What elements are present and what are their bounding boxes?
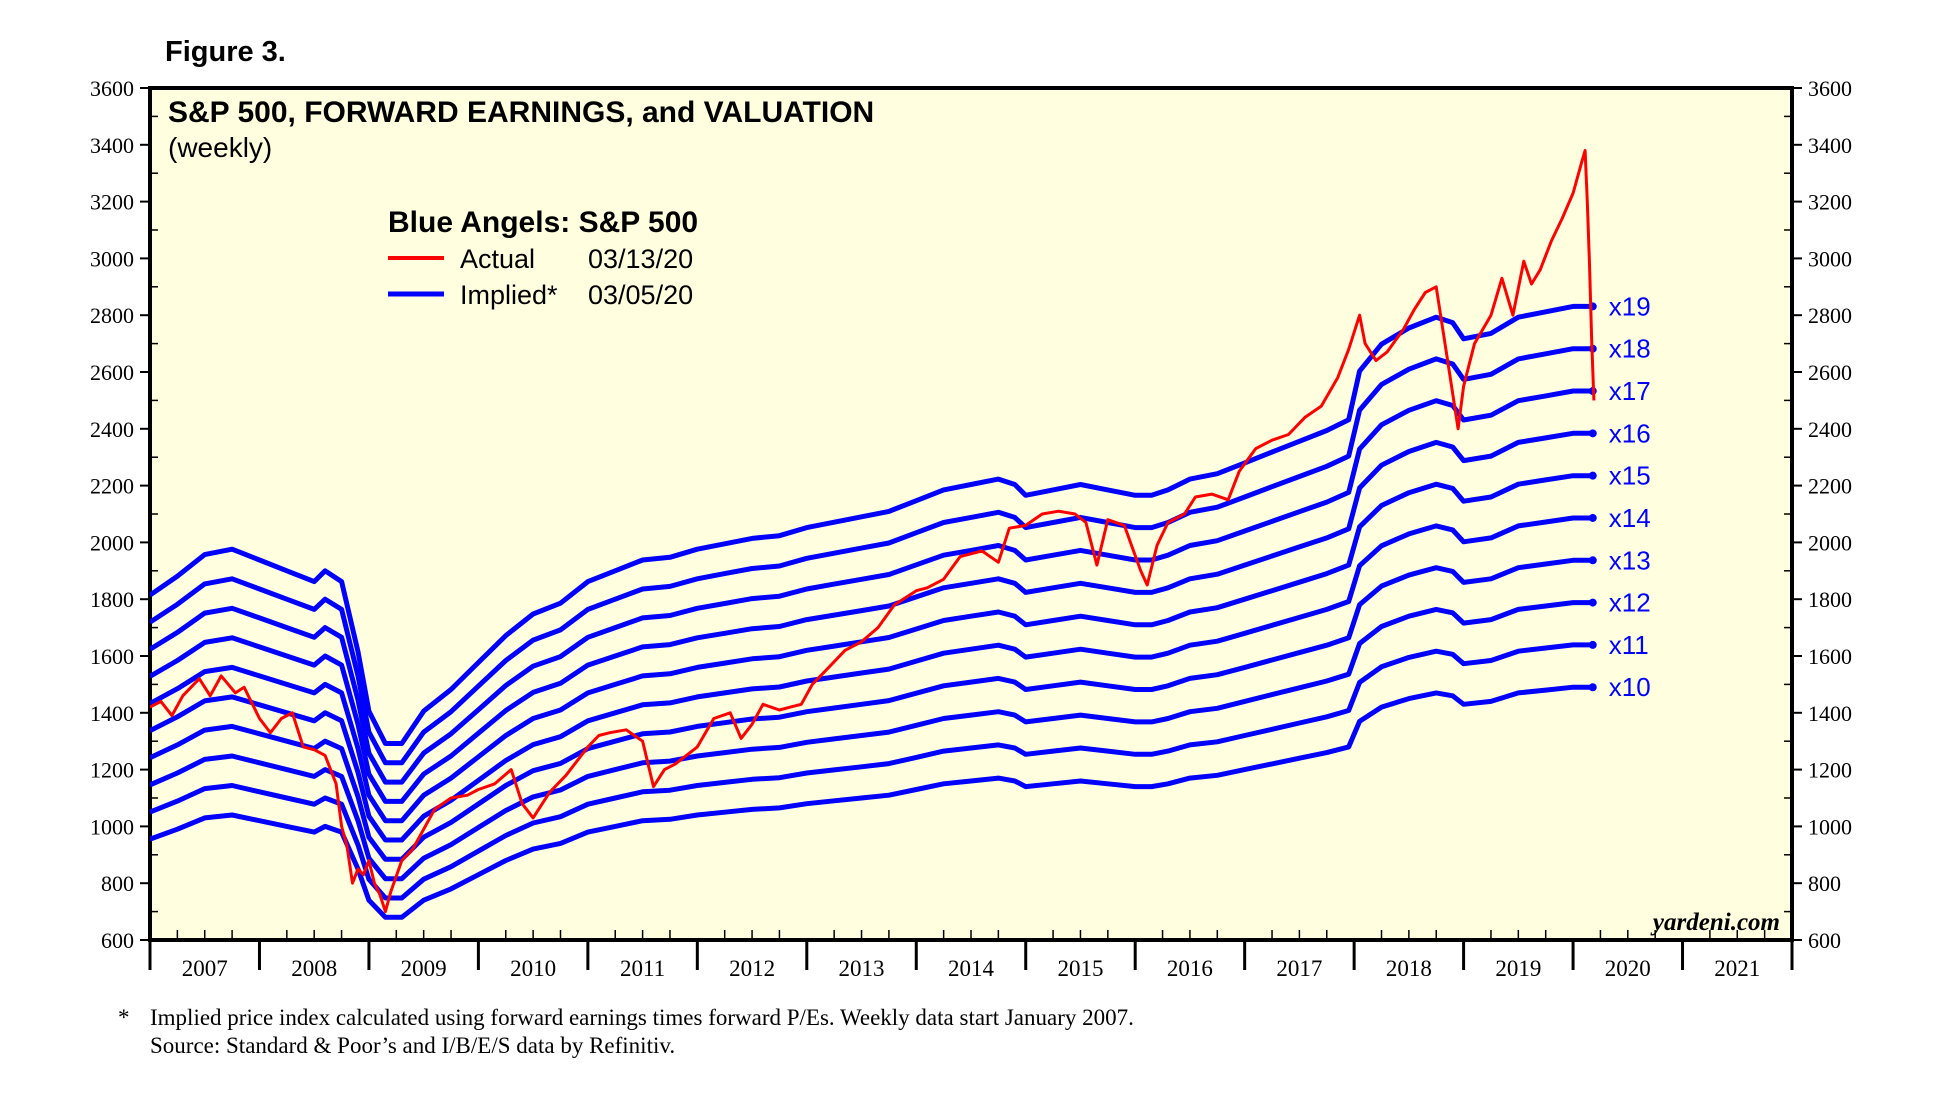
x-year-label: 2015	[1057, 956, 1103, 981]
legend-title: Blue Angels: S&P 500	[388, 206, 698, 239]
multiple-label: x17	[1609, 376, 1651, 406]
y-tick-label-right: 2200	[1808, 474, 1852, 499]
y-tick-label-right: 2000	[1808, 530, 1852, 555]
multiple-label: x13	[1609, 545, 1651, 575]
x-year-label: 2008	[291, 956, 337, 981]
y-tick-label-right: 1200	[1808, 758, 1852, 783]
y-tick-label-right: 3000	[1808, 246, 1852, 271]
multiple-label: x19	[1609, 291, 1651, 321]
legend-label-implied: Implied*	[460, 280, 558, 310]
y-tick-label-right: 2600	[1808, 360, 1852, 385]
x-year-label: 2016	[1167, 956, 1213, 981]
x-year-label: 2014	[948, 956, 995, 981]
multiple-label: x14	[1609, 503, 1651, 533]
implied-line-x11	[150, 642, 1593, 901]
multiple-label: x18	[1609, 334, 1651, 364]
implied-line-x17	[150, 388, 1593, 785]
implied-end-point-x12	[1588, 598, 1597, 607]
implied-line-x13	[150, 557, 1593, 862]
y-tick-label-right: 3600	[1808, 76, 1852, 101]
implied-end-point-x16	[1588, 429, 1597, 438]
y-tick-label-left: 1400	[90, 701, 134, 726]
implied-end-point-x15	[1588, 471, 1597, 480]
implied-line-x18	[150, 346, 1593, 766]
implied-end-point-x10	[1588, 683, 1597, 692]
x-year-label: 2010	[510, 956, 556, 981]
x-year-label: 2019	[1495, 956, 1541, 981]
y-tick-label-left: 1800	[90, 587, 134, 612]
x-year-label: 2021	[1714, 956, 1760, 981]
footnote: * Implied price index calculated using fo…	[118, 1004, 1134, 1060]
footnote-marker: *	[118, 1005, 130, 1030]
y-tick-label-right: 1600	[1808, 644, 1852, 669]
y-tick-label-right: 2400	[1808, 417, 1852, 442]
multiple-label: x10	[1609, 672, 1651, 702]
x-year-label: 2007	[182, 956, 228, 981]
footnote-source: Source: Standard & Poor’s and I/B/E/S da…	[150, 1033, 676, 1058]
x-year-label: 2020	[1605, 956, 1651, 981]
y-tick-label-left: 600	[101, 928, 134, 953]
y-tick-label-right: 1400	[1808, 701, 1852, 726]
y-tick-label-right: 3400	[1808, 133, 1852, 158]
implied-end-point-x14	[1588, 513, 1597, 522]
multiple-label: x12	[1609, 588, 1651, 618]
y-tick-label-left: 1000	[90, 814, 134, 839]
implied-end-point-x13	[1588, 556, 1597, 565]
footnote-note-line: * Implied price index calculated using fo…	[118, 1004, 1134, 1032]
legend-label-actual: Actual	[460, 244, 535, 274]
figure-label: Figure 3.	[165, 36, 286, 68]
implied-line-x10	[150, 684, 1593, 920]
implied-end-point-x11	[1588, 640, 1597, 649]
y-tick-label-right: 2800	[1808, 303, 1852, 328]
y-tick-label-left: 2000	[90, 530, 134, 555]
footnote-note: Implied price index calculated using for…	[150, 1005, 1134, 1030]
implied-line-x15	[150, 473, 1593, 824]
chart-subtitle: (weekly)	[168, 132, 272, 163]
y-tick-label-right: 1800	[1808, 587, 1852, 612]
y-tick-label-left: 1600	[90, 644, 134, 669]
y-tick-label-left: 800	[101, 871, 134, 896]
x-year-label: 2011	[620, 956, 665, 981]
y-tick-label-left: 3600	[90, 76, 134, 101]
watermark: yardeni.com	[1650, 909, 1780, 936]
legend-date-implied: 03/05/20	[588, 280, 693, 310]
chart-title: S&P 500, FORWARD EARNINGS, and VALUATION	[168, 96, 874, 129]
x-year-label: 2012	[729, 956, 775, 981]
implied-line-x14	[150, 515, 1593, 843]
multiple-label: x15	[1609, 461, 1651, 491]
y-tick-label-left: 3200	[90, 190, 134, 215]
y-tick-label-left: 3400	[90, 133, 134, 158]
actual-line	[150, 149, 1596, 914]
multiple-label: x11	[1609, 630, 1649, 660]
implied-line-x19	[150, 303, 1593, 746]
y-tick-label-right: 600	[1808, 928, 1841, 953]
x-year-label: 2009	[401, 956, 447, 981]
implied-line-x16	[150, 430, 1593, 804]
series: x19 x18 x17 x16 x15 x14 x13 x12 x11 x10	[150, 149, 1651, 920]
y-tick-label-left: 2600	[90, 360, 134, 385]
x-year-label: 2018	[1386, 956, 1432, 981]
legend-date-actual: 03/13/20	[588, 244, 693, 274]
y-tick-label-left: 2800	[90, 303, 134, 328]
chart: 600 600 800 800 1000 1000 1200 1200 1400 1400 1600…	[90, 76, 1852, 981]
chart-text: S&P 500, FORWARD EARNINGS, and VALUATION…	[168, 96, 1780, 936]
x-year-label: 2017	[1276, 956, 1322, 981]
plot-frame	[148, 86, 1794, 942]
y-tick-label-right: 1000	[1808, 814, 1852, 839]
y-tick-label-right: 800	[1808, 871, 1841, 896]
y-tick-label-left: 2200	[90, 474, 134, 499]
implied-line-x12	[150, 600, 1593, 882]
x-year-label: 2013	[839, 956, 885, 981]
y-tick-label-left: 1200	[90, 758, 134, 783]
y-tick-label-right: 3200	[1808, 190, 1852, 215]
multiple-label: x16	[1609, 418, 1651, 448]
y-tick-label-left: 2400	[90, 417, 134, 442]
y-tick-label-left: 3000	[90, 246, 134, 271]
